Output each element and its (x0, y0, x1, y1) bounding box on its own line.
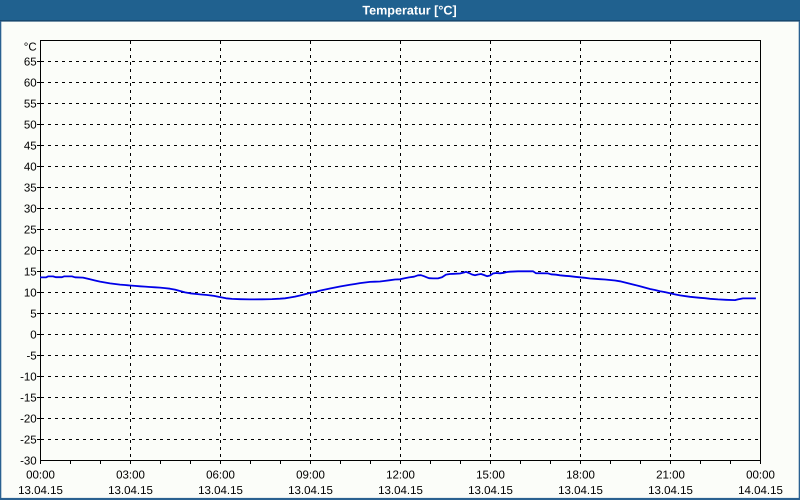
svg-text:12:00: 12:00 (386, 469, 415, 481)
svg-text:30: 30 (24, 203, 37, 215)
svg-text:15:00: 15:00 (476, 469, 505, 481)
svg-text:°C: °C (24, 42, 37, 54)
svg-text:14.04.15: 14.04.15 (738, 485, 783, 497)
svg-text:-30: -30 (20, 455, 37, 467)
svg-text:15: 15 (24, 266, 37, 278)
svg-text:Temperatur [°C]: Temperatur [°C] (362, 4, 456, 18)
svg-text:13.04.15: 13.04.15 (18, 485, 63, 497)
svg-text:09:00: 09:00 (296, 469, 325, 481)
svg-text:00:00: 00:00 (746, 469, 775, 481)
svg-text:40: 40 (24, 161, 37, 173)
svg-text:10: 10 (24, 287, 37, 299)
svg-text:21:00: 21:00 (656, 469, 685, 481)
svg-text:45: 45 (24, 140, 37, 152)
svg-text:13.04.15: 13.04.15 (648, 485, 693, 497)
svg-text:-20: -20 (20, 413, 37, 425)
svg-text:13.04.15: 13.04.15 (558, 485, 603, 497)
svg-text:50: 50 (24, 119, 37, 131)
svg-text:13.04.15: 13.04.15 (198, 485, 243, 497)
svg-text:13.04.15: 13.04.15 (288, 485, 333, 497)
svg-text:-15: -15 (20, 392, 37, 404)
svg-text:13.04.15: 13.04.15 (378, 485, 423, 497)
svg-text:25: 25 (24, 224, 37, 236)
svg-text:-10: -10 (20, 371, 37, 383)
svg-text:35: 35 (24, 182, 37, 194)
svg-text:20: 20 (24, 245, 37, 257)
svg-text:13.04.15: 13.04.15 (468, 485, 513, 497)
svg-text:-5: -5 (26, 350, 36, 362)
svg-text:13.04.15: 13.04.15 (108, 485, 153, 497)
svg-text:06:00: 06:00 (206, 469, 235, 481)
svg-text:65: 65 (24, 56, 37, 68)
svg-text:0: 0 (30, 329, 36, 341)
svg-text:-25: -25 (20, 434, 37, 446)
svg-text:03:00: 03:00 (116, 469, 145, 481)
svg-text:5: 5 (30, 308, 36, 320)
svg-text:55: 55 (24, 98, 37, 110)
svg-text:18:00: 18:00 (566, 469, 595, 481)
svg-text:00:00: 00:00 (26, 469, 55, 481)
svg-text:60: 60 (24, 77, 37, 89)
